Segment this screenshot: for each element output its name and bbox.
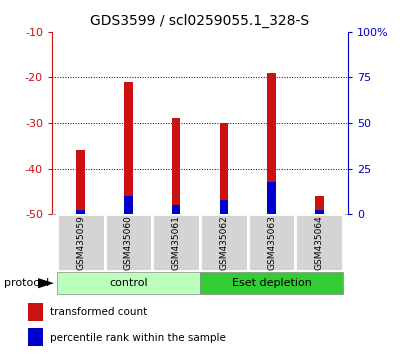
Text: GSM435059: GSM435059 bbox=[76, 215, 85, 270]
Text: GSM435060: GSM435060 bbox=[124, 215, 133, 270]
Bar bbox=[200, 272, 343, 295]
Title: GDS3599 / scl0259055.1_328-S: GDS3599 / scl0259055.1_328-S bbox=[90, 14, 310, 28]
Text: protocol: protocol bbox=[4, 278, 49, 288]
Text: control: control bbox=[109, 278, 148, 288]
Bar bbox=[267, 182, 276, 214]
Bar bbox=[220, 123, 228, 214]
Bar bbox=[57, 272, 200, 295]
Bar bbox=[315, 196, 324, 214]
Bar bbox=[172, 119, 180, 214]
Bar bbox=[315, 210, 324, 214]
Bar bbox=[124, 196, 133, 214]
Bar bbox=[28, 303, 43, 321]
Bar bbox=[57, 214, 104, 271]
Bar bbox=[124, 82, 133, 214]
Bar bbox=[28, 329, 43, 346]
Text: transformed count: transformed count bbox=[50, 307, 148, 317]
Text: percentile rank within the sample: percentile rank within the sample bbox=[50, 333, 226, 343]
Bar bbox=[172, 205, 180, 214]
Text: GSM435062: GSM435062 bbox=[219, 215, 228, 270]
Bar bbox=[296, 214, 343, 271]
Bar bbox=[76, 150, 85, 214]
Bar bbox=[152, 214, 200, 271]
Bar bbox=[267, 73, 276, 214]
Bar bbox=[220, 200, 228, 214]
Bar bbox=[76, 210, 85, 214]
Polygon shape bbox=[38, 278, 54, 288]
Text: GSM435061: GSM435061 bbox=[172, 215, 181, 270]
Text: GSM435064: GSM435064 bbox=[315, 215, 324, 270]
Bar bbox=[248, 214, 296, 271]
Bar bbox=[200, 214, 248, 271]
Text: Eset depletion: Eset depletion bbox=[232, 278, 312, 288]
Text: GSM435063: GSM435063 bbox=[267, 215, 276, 270]
Bar bbox=[104, 214, 152, 271]
